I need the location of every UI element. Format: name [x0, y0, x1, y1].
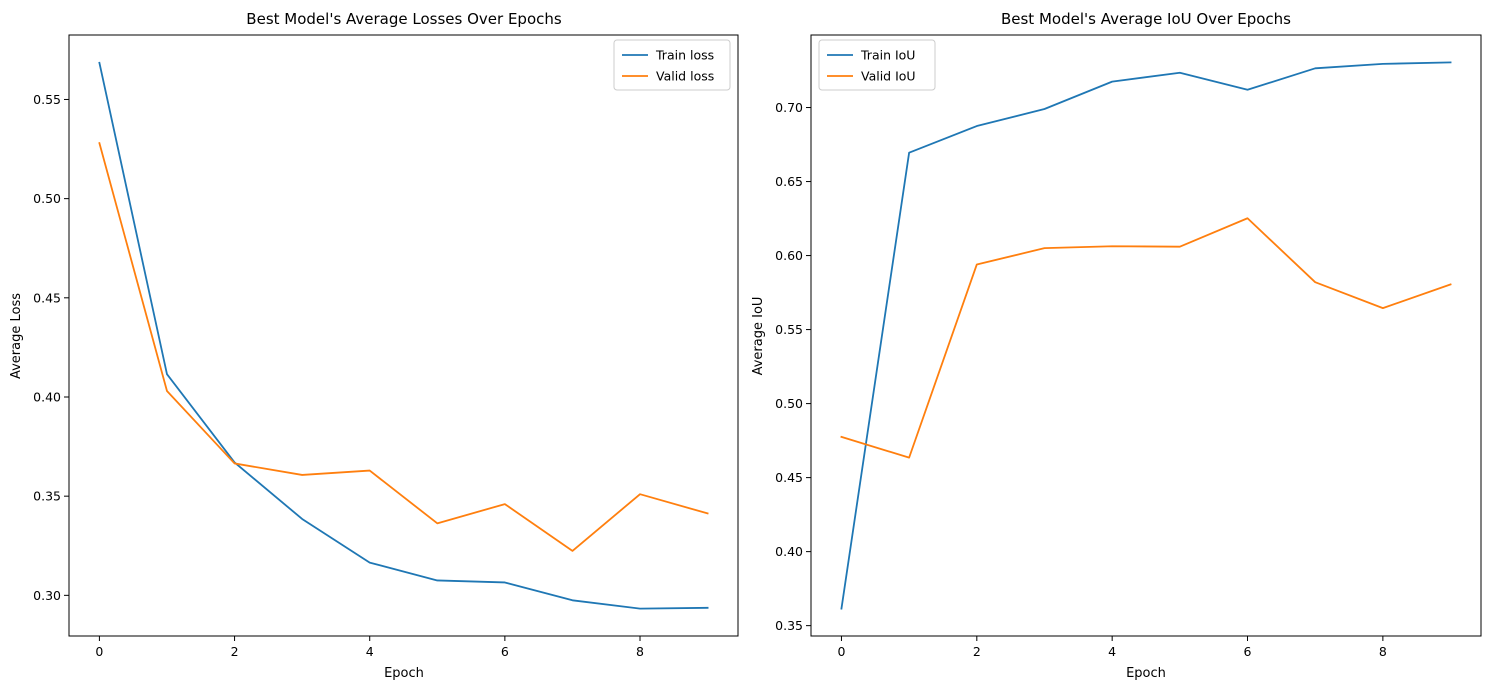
loss-chart-x-axis-label: Epoch — [384, 666, 424, 681]
loss-chart-frame — [68, 34, 739, 637]
iou-chart-x-tick-label: 4 — [1108, 644, 1116, 659]
iou-chart-legend-box — [818, 39, 936, 91]
loss-chart: Best Model's Average Losses Over Epochs … — [9, 10, 739, 681]
loss-chart-y-tick-label: 0.35 — [33, 489, 61, 504]
iou-chart-x-axis-label: Epoch — [1126, 666, 1166, 681]
iou-chart-y-tick-label: 0.50 — [775, 396, 803, 411]
loss-chart-title: Best Model's Average Losses Over Epochs — [246, 10, 562, 28]
loss-chart-series-line-1 — [98, 61, 709, 610]
loss-chart-y-tick-label: 0.45 — [33, 290, 61, 305]
iou-chart-title: Best Model's Average IoU Over Epochs — [1001, 10, 1291, 28]
loss-chart-legend-box — [613, 39, 731, 91]
loss-chart-x-tick-label: 8 — [636, 644, 644, 659]
loss-chart-legend: Train loss Valid loss — [613, 39, 731, 91]
iou-chart-x-tick-label: 2 — [973, 644, 981, 659]
iou-chart-y-tick-label: 0.65 — [775, 174, 803, 189]
loss-chart-legend-label: Train loss — [655, 48, 714, 63]
iou-chart-plot-area — [810, 34, 1482, 637]
loss-chart-plot-area — [68, 34, 739, 637]
iou-chart-series-line-1 — [840, 61, 1452, 610]
iou-chart-y-axis: 0.35 0.40 0.45 0.50 0.55 0.60 0.65 0.70 — [775, 100, 811, 633]
loss-chart-series-line-2 — [98, 141, 709, 552]
loss-chart-x-tick-label: 6 — [501, 644, 509, 659]
loss-chart-y-axis-label: Average Loss — [9, 293, 24, 379]
loss-chart-y-axis: 0.30 0.35 0.40 0.45 0.50 0.55 — [33, 92, 69, 603]
iou-chart-y-tick-label: 0.70 — [775, 100, 803, 115]
iou-chart-legend: Train IoU Valid IoU — [818, 39, 936, 91]
iou-chart: Best Model's Average IoU Over Epochs 0.3… — [751, 10, 1482, 681]
iou-chart-frame — [810, 34, 1482, 637]
iou-chart-x-tick-label: 0 — [837, 644, 845, 659]
iou-chart-legend-label: Train IoU — [860, 48, 915, 63]
iou-chart-y-tick-label: 0.35 — [775, 618, 803, 633]
iou-chart-y-tick-label: 0.60 — [775, 248, 803, 263]
loss-chart-x-tick-label: 4 — [366, 644, 374, 659]
iou-chart-y-tick-label: 0.45 — [775, 470, 803, 485]
iou-chart-series-line-2 — [840, 217, 1452, 459]
iou-chart-y-tick-label: 0.55 — [775, 322, 803, 337]
loss-chart-y-tick-label: 0.50 — [33, 191, 61, 206]
loss-chart-y-tick-label: 0.30 — [33, 588, 61, 603]
loss-chart-x-tick-label: 2 — [231, 644, 239, 659]
loss-chart-y-tick-label: 0.40 — [33, 389, 61, 404]
loss-chart-x-axis: 0 2 4 6 8 — [95, 636, 644, 659]
loss-chart-x-tick-label: 0 — [95, 644, 103, 659]
iou-chart-legend-label: Valid IoU — [861, 69, 916, 84]
iou-chart-x-tick-label: 6 — [1244, 644, 1252, 659]
loss-chart-legend-label: Valid loss — [656, 69, 714, 84]
iou-chart-y-axis-label: Average IoU — [751, 297, 766, 376]
iou-chart-x-tick-label: 8 — [1379, 644, 1387, 659]
iou-chart-y-tick-label: 0.40 — [775, 544, 803, 559]
iou-chart-x-axis: 0 2 4 6 8 — [837, 636, 1387, 659]
loss-chart-y-tick-label: 0.55 — [33, 92, 61, 107]
